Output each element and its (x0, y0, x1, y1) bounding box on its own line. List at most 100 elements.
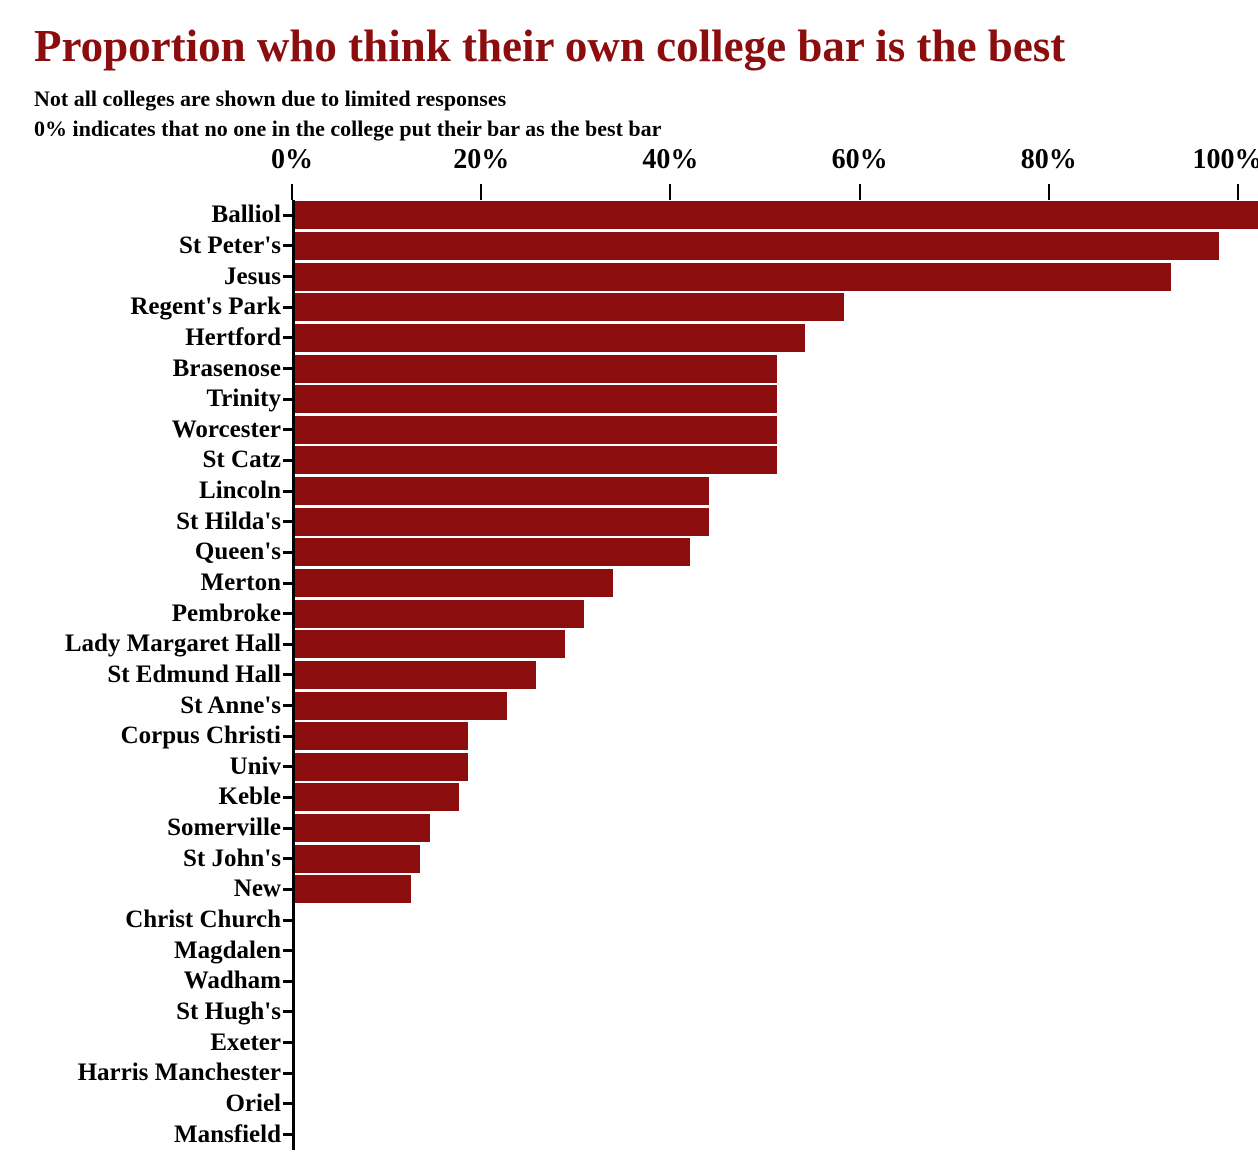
bar-row: Pembroke (0, 598, 1258, 629)
y-axis-tick (283, 458, 292, 462)
y-axis-tick (283, 765, 292, 769)
bar-track (292, 383, 1258, 415)
y-axis-tick (283, 581, 292, 585)
y-axis-label: Mansfield (174, 1120, 281, 1148)
bar-row: St Hugh's (0, 996, 1258, 1028)
y-axis-tick (283, 244, 292, 248)
bar-track (292, 720, 1258, 752)
y-axis-label: St Catz (202, 446, 281, 474)
bar-row: Keble (0, 782, 1258, 813)
y-axis-label: Harris Manchester (77, 1059, 281, 1087)
bar-track (292, 445, 1258, 476)
bar (295, 691, 507, 720)
bar (295, 660, 536, 689)
y-axis-tick (283, 397, 292, 401)
x-axis-label: 0% (271, 144, 313, 175)
bar-track (292, 475, 1258, 507)
y-axis-label: Keble (218, 783, 282, 811)
y-axis-label: Balliol (211, 201, 281, 229)
chart-title: Proportion who think their own college b… (34, 21, 1066, 71)
bar-row: New (0, 874, 1258, 905)
y-axis-tick (283, 979, 292, 983)
bar-track (292, 322, 1258, 354)
bar-track (292, 996, 1258, 1028)
bar (295, 569, 613, 597)
y-axis-label: New (233, 875, 281, 903)
bar-track (292, 414, 1258, 446)
bar-row: Merton (0, 567, 1258, 599)
plot-area: Balliol St Peter's Jesus Regent's Park Hertf… (0, 200, 1258, 1150)
y-axis-label: Somerville (167, 814, 281, 842)
bar (295, 446, 777, 475)
bar (295, 814, 430, 843)
y-axis-tick (283, 673, 292, 677)
y-axis-tick (283, 489, 292, 493)
y-axis-tick (283, 704, 292, 708)
y-axis-tick (283, 428, 292, 432)
x-axis-tick (1047, 184, 1050, 200)
bar (295, 385, 777, 414)
y-axis-tick (283, 1102, 292, 1106)
bar-row: St Catz (0, 445, 1258, 476)
bar-track (292, 843, 1258, 875)
bar-track (292, 353, 1258, 384)
x-axis-label: 60% (831, 144, 888, 175)
y-axis-label: St Anne's (180, 691, 281, 719)
bar-row: Queen's (0, 537, 1258, 568)
bar (295, 323, 806, 352)
bar-row: Mansfield (0, 1119, 1258, 1150)
y-axis-label: Oriel (225, 1089, 281, 1117)
y-axis-tick (283, 1133, 292, 1137)
bar (295, 630, 565, 659)
y-axis-label: Merton (200, 569, 281, 596)
bar (295, 201, 1258, 230)
y-axis-label: Worcester (171, 415, 281, 443)
bar-row: Balliol (0, 200, 1258, 231)
bar-track (292, 1119, 1258, 1150)
y-axis-label: St Edmund Hall (107, 660, 281, 688)
y-axis-tick (283, 275, 292, 279)
bar-row: Exeter (0, 1027, 1258, 1058)
bar-track (292, 782, 1258, 813)
y-axis-tick (283, 367, 292, 371)
bar-row: Lady Margaret Hall (0, 628, 1258, 660)
y-axis-label: St Hugh's (176, 997, 281, 1025)
bar-row: St John's (0, 843, 1258, 875)
y-axis-label: Lincoln (199, 477, 281, 505)
bar (295, 477, 710, 506)
bar-row: Christ Church (0, 904, 1258, 936)
y-axis-tick (283, 550, 292, 554)
y-axis-tick (283, 857, 292, 861)
y-axis-label: Brasenose (172, 354, 281, 382)
bar-row: St Peter's (0, 230, 1258, 262)
y-axis-tick (283, 642, 292, 646)
bar (295, 231, 1220, 260)
bar-row: Hertford (0, 322, 1258, 354)
y-axis-label: Queen's (194, 538, 281, 566)
y-axis-tick (283, 612, 292, 616)
y-axis-tick (283, 887, 292, 891)
y-axis-tick (283, 918, 292, 922)
bar-row: Wadham (0, 966, 1258, 997)
bar-track (292, 690, 1258, 721)
bar-track (292, 966, 1258, 997)
bar (295, 415, 777, 444)
y-axis-label: St Hilda's (176, 507, 281, 535)
y-axis-label: Exeter (210, 1028, 281, 1056)
y-axis-tick (283, 1071, 292, 1075)
y-axis-label: Wadham (183, 967, 281, 995)
y-axis-tick (283, 1041, 292, 1045)
bar (295, 599, 584, 628)
bar (295, 783, 459, 812)
x-axis-label: 80% (1020, 144, 1077, 175)
x-axis-label: 40% (642, 144, 699, 175)
bar-track (292, 261, 1258, 292)
bar-row: Worcester (0, 414, 1258, 446)
bar (295, 507, 710, 536)
bar-track (292, 1088, 1258, 1120)
y-axis-label: Trinity (206, 385, 281, 413)
bar-row: Magdalen (0, 935, 1258, 967)
y-axis-label: Lady Margaret Hall (64, 630, 281, 658)
y-axis-tick (283, 336, 292, 340)
